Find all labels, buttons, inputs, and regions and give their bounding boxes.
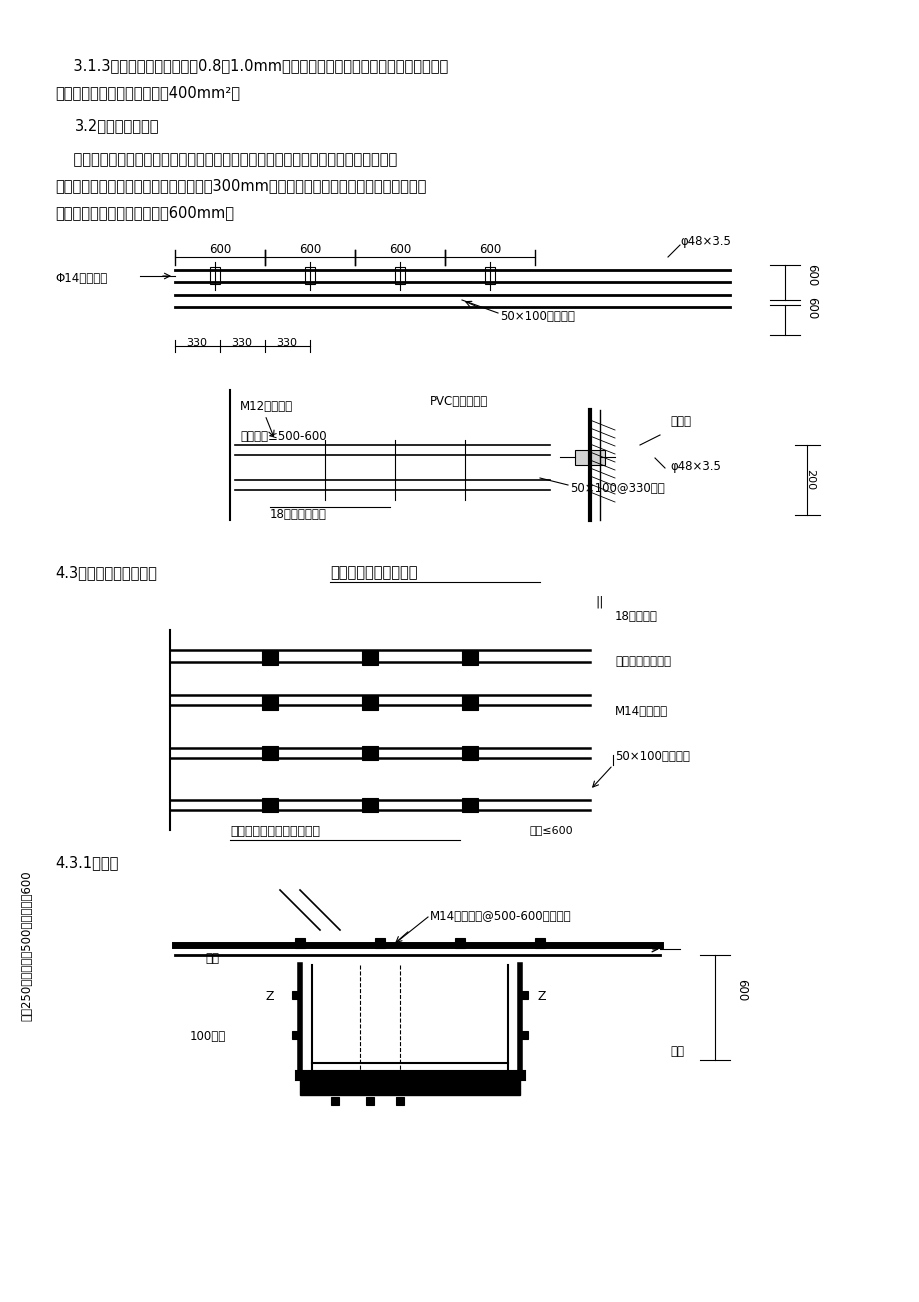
- Bar: [295, 937, 305, 948]
- Circle shape: [365, 799, 375, 810]
- Text: 600: 600: [479, 243, 501, 256]
- Bar: [535, 937, 544, 948]
- Text: 200: 200: [804, 470, 814, 491]
- Bar: [361, 651, 378, 665]
- Text: 600: 600: [804, 297, 817, 319]
- Circle shape: [464, 654, 474, 663]
- Text: 柱距250上四边间距500，以上间距600: 柱距250上四边间距500，以上间距600: [20, 870, 33, 1021]
- Text: 100木枋: 100木枋: [190, 1030, 226, 1043]
- Circle shape: [365, 698, 375, 708]
- Circle shape: [265, 698, 275, 708]
- Text: M14对拉螺栓: M14对拉螺栓: [614, 704, 667, 717]
- Bar: [291, 1031, 300, 1039]
- Bar: [262, 798, 278, 812]
- Text: 330: 330: [187, 339, 208, 348]
- Bar: [519, 1031, 528, 1039]
- Bar: [484, 267, 494, 284]
- Text: 拉螺栓紧固，其间距不不小于600mm。: 拉螺栓紧固，其间距不不小于600mm。: [55, 204, 233, 220]
- Text: 3.1.3模板接缝宽度不不小于0.8～1.0mm，模板表面清理干净并采用防粘结旳措施，: 3.1.3模板接缝宽度不不小于0.8～1.0mm，模板表面清理干净并采用防粘结旳…: [55, 59, 448, 73]
- Text: 50×100@330竖楞: 50×100@330竖楞: [570, 482, 664, 495]
- Text: 18厚九夹板: 18厚九夹板: [614, 611, 657, 622]
- Text: 模板边肋用元钉连接，肋间距不得不小于300mm。钢钢管楞与模板肋采用木方或钢管用对: 模板边肋用元钉连接，肋间距不得不小于300mm。钢钢管楞与模板肋采用木方或钢管用…: [55, 178, 425, 193]
- Bar: [461, 697, 478, 710]
- Text: 600: 600: [299, 243, 321, 256]
- Bar: [574, 450, 605, 465]
- Text: Z: Z: [266, 990, 274, 1003]
- Bar: [210, 267, 220, 284]
- Text: 砼顶撑: 砼顶撑: [669, 415, 690, 428]
- Circle shape: [464, 799, 474, 810]
- Bar: [262, 697, 278, 710]
- Text: 顶撑: 顶撑: [669, 1046, 683, 1059]
- Bar: [300, 1075, 519, 1095]
- Text: 4.3矩形柱模板施工措施: 4.3矩形柱模板施工措施: [55, 565, 157, 579]
- Circle shape: [265, 799, 275, 810]
- Circle shape: [464, 698, 474, 708]
- Bar: [455, 937, 464, 948]
- Bar: [461, 746, 478, 760]
- Bar: [395, 1098, 403, 1105]
- Text: 600: 600: [209, 243, 231, 256]
- Text: Z: Z: [538, 990, 546, 1003]
- Text: 粘浆及漏刷合计面积不不小于400mm²。: 粘浆及漏刷合计面积不不小于400mm²。: [55, 85, 240, 100]
- Bar: [361, 798, 378, 812]
- Text: M14对拉螺栓@500-600带止水环: M14对拉螺栓@500-600带止水环: [429, 910, 571, 923]
- Circle shape: [365, 654, 375, 663]
- Text: 纵横间距≤500-600: 纵横间距≤500-600: [240, 430, 326, 443]
- Text: 矩形柱模板安装立面示意图: 矩形柱模板安装立面示意图: [230, 825, 320, 838]
- Circle shape: [265, 654, 275, 663]
- Bar: [366, 1098, 374, 1105]
- Bar: [394, 267, 404, 284]
- Text: M12对拉螺栓: M12对拉螺栓: [240, 400, 293, 413]
- Bar: [461, 798, 478, 812]
- Text: 墙模板安装措施示意图: 墙模板安装措施示意图: [330, 565, 417, 579]
- Circle shape: [365, 749, 375, 758]
- Circle shape: [265, 749, 275, 758]
- Text: 3.2墙模板安装措施: 3.2墙模板安装措施: [75, 118, 159, 133]
- Text: 18厚九层胶合板: 18厚九层胶合板: [269, 508, 326, 521]
- Bar: [262, 651, 278, 665]
- Text: Φ14对拉螺栓: Φ14对拉螺栓: [55, 272, 108, 285]
- Text: φ48×3.5: φ48×3.5: [669, 460, 720, 473]
- Bar: [461, 651, 478, 665]
- Text: 对距≤600: 对距≤600: [529, 825, 573, 835]
- Bar: [361, 697, 378, 710]
- Text: 在组装模板时，要使两侧穿孔旳模板对称放置，以使穿墙螺栓与墙模保持垂直。相邻: 在组装模板时，要使两侧穿孔旳模板对称放置，以使穿墙螺栓与墙模保持垂直。相邻: [55, 152, 397, 167]
- Bar: [519, 991, 528, 999]
- Bar: [331, 1098, 338, 1105]
- Text: 600: 600: [804, 264, 817, 286]
- Bar: [375, 937, 384, 948]
- Text: 600: 600: [389, 243, 411, 256]
- Bar: [361, 746, 378, 760]
- Text: ||: ||: [595, 595, 603, 608]
- Bar: [305, 267, 314, 284]
- Text: 50×100木枋竖楞: 50×100木枋竖楞: [614, 750, 689, 763]
- Text: 脚手架双钢管横楞: 脚手架双钢管横楞: [614, 655, 670, 668]
- Text: 330: 330: [232, 339, 252, 348]
- Text: 4.3.1柱支模: 4.3.1柱支模: [55, 855, 119, 870]
- Bar: [291, 991, 300, 999]
- Text: 330: 330: [277, 339, 297, 348]
- Text: 首推: 首推: [205, 952, 219, 965]
- Bar: [262, 746, 278, 760]
- Text: PVC套管及顶撑: PVC套管及顶撑: [429, 395, 488, 408]
- Text: φ48×3.5: φ48×3.5: [679, 234, 730, 247]
- Text: 50×100木枋竖楞: 50×100木枋竖楞: [499, 310, 574, 323]
- Circle shape: [464, 749, 474, 758]
- Text: 600: 600: [734, 979, 747, 1001]
